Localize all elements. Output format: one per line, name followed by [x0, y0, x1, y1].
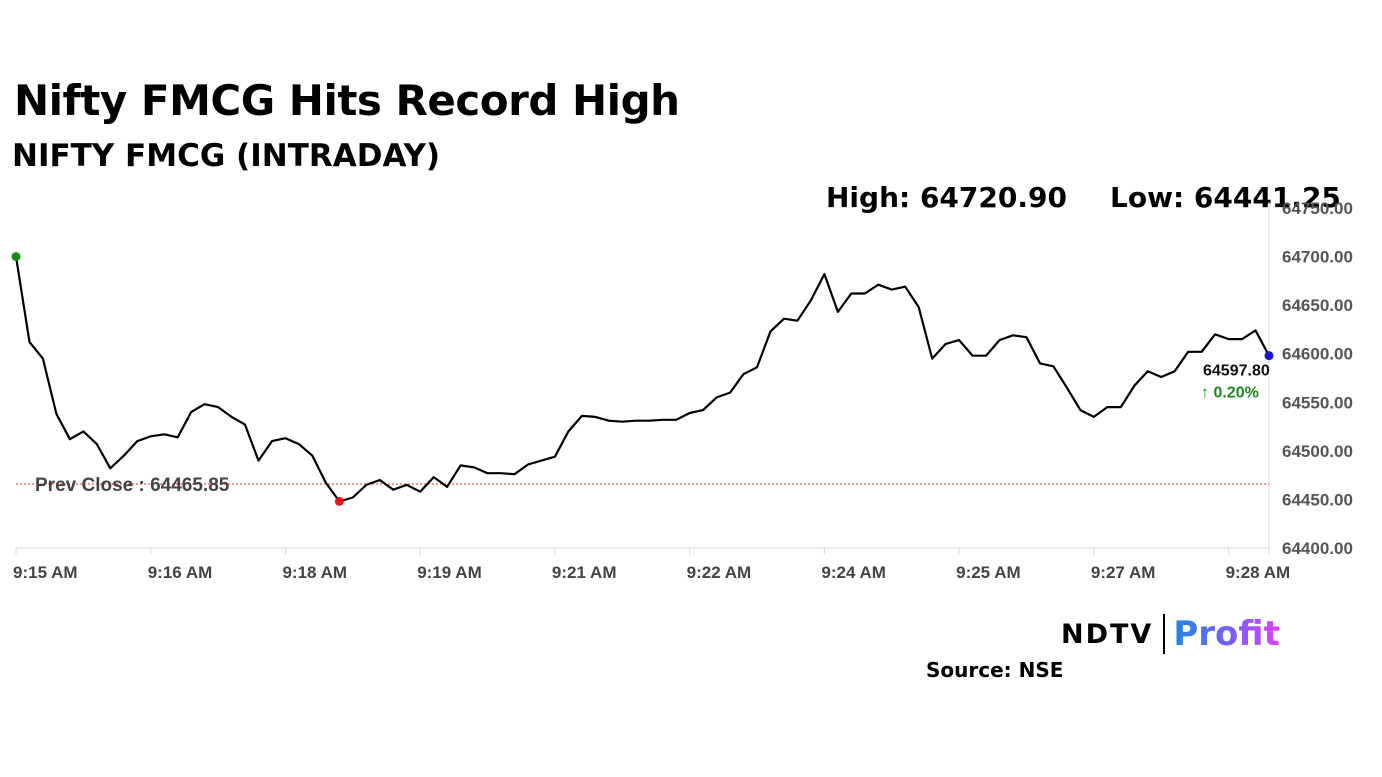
- day-high-stat: High: 64720.90: [826, 181, 1067, 214]
- y-tick-label: 64500.00: [1282, 442, 1353, 461]
- day-low-stat: Low: 64441.25: [1110, 181, 1341, 214]
- y-tick-label: 64450.00: [1282, 490, 1353, 509]
- y-tick-label: 64650.00: [1282, 296, 1353, 315]
- y-tick-label: 64750.00: [1282, 199, 1353, 218]
- prev-close-label: Prev Close : 64465.85: [35, 475, 230, 496]
- chart-subtitle: NIFTY FMCG (INTRADAY): [12, 138, 441, 174]
- last-price-label: 64597.80: [1203, 363, 1270, 380]
- y-tick-label: 64550.00: [1282, 393, 1353, 412]
- y-tick-label: 64600.00: [1282, 345, 1353, 364]
- x-tick-label: 9:25 AM: [956, 563, 1021, 582]
- change-percent-label: ↑ 0.20%: [1201, 385, 1259, 402]
- x-tick-label: 9:15 AM: [13, 563, 78, 582]
- ndtv-profit-logo: NDTV Profit: [1061, 612, 1280, 656]
- x-tick-label: 9:19 AM: [417, 563, 482, 582]
- logo-ndtv-text: NDTV: [1061, 618, 1154, 650]
- x-tick-label: 9:21 AM: [552, 563, 617, 582]
- source-label: Source: NSE: [926, 658, 1064, 682]
- open-point-marker: [11, 252, 21, 262]
- x-tick-label: 9:28 AM: [1226, 563, 1291, 582]
- x-tick-label: 9:16 AM: [148, 563, 213, 582]
- x-tick-label: 9:18 AM: [282, 563, 347, 582]
- chart-title: Nifty FMCG Hits Record High: [14, 76, 680, 125]
- x-tick-label: 9:22 AM: [687, 563, 752, 582]
- last-price-marker: [1264, 351, 1274, 361]
- day-low-marker: [334, 496, 344, 506]
- y-tick-label: 64400.00: [1282, 539, 1353, 558]
- price-series-line: [14, 256, 1270, 503]
- logo-divider: [1163, 614, 1166, 654]
- logo-profit-text: Profit: [1173, 614, 1280, 654]
- y-tick-label: 64700.00: [1282, 248, 1353, 267]
- x-tick-label: 9:27 AM: [1091, 563, 1156, 582]
- x-tick-label: 9:24 AM: [821, 563, 886, 582]
